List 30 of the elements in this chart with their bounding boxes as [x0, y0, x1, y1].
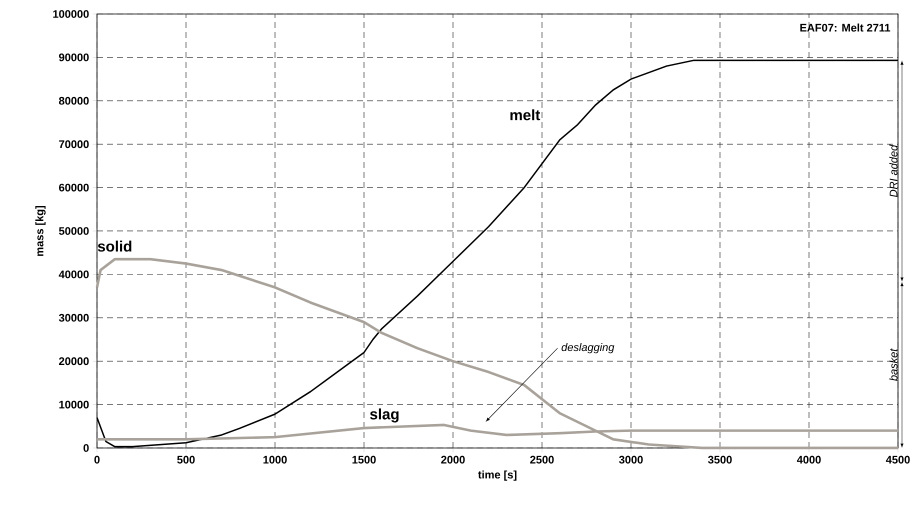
x-tick-label: 1500: [352, 456, 376, 464]
x-tick-label: 500: [177, 456, 195, 464]
x-tick-label: 4000: [796, 456, 821, 464]
series-label: slag: [370, 408, 399, 422]
x-tick-label: 2500: [530, 456, 554, 464]
x-tick-label: 2000: [441, 456, 465, 464]
y-tick-label: 80000: [58, 96, 89, 105]
series-label: melt: [510, 109, 540, 120]
y-tick-label: 70000: [59, 140, 89, 148]
y-tick-label: 60000: [59, 184, 89, 192]
annotation: deslagging: [562, 343, 614, 354]
series-label: solid: [98, 240, 132, 252]
y-tick-label: 90000: [58, 54, 89, 62]
y-tick-label: 40000: [58, 270, 89, 278]
y-tick-label: 100000: [53, 10, 89, 18]
x-axis-title: time [s]: [478, 470, 516, 481]
x-tick-label: 3000: [619, 456, 643, 464]
y-tick-label: 0: [84, 444, 89, 452]
y-tick-label: 30000: [58, 314, 89, 322]
x-tick-label: 3500: [708, 456, 732, 464]
x-tick-label: 0: [94, 456, 100, 464]
annotation: basket: [889, 348, 898, 381]
y-tick-label: 10000: [59, 400, 89, 408]
x-tick-label: 4500: [886, 456, 910, 464]
text: EAF07: Melt 2711: [800, 24, 890, 32]
annotation: DRI added: [889, 144, 898, 198]
y-tick-label: 50000: [58, 227, 89, 235]
y-axis-title: mass [kg]: [35, 206, 46, 256]
x-tick-label: 1000: [263, 456, 287, 464]
y-tick-label: 20000: [58, 357, 89, 366]
